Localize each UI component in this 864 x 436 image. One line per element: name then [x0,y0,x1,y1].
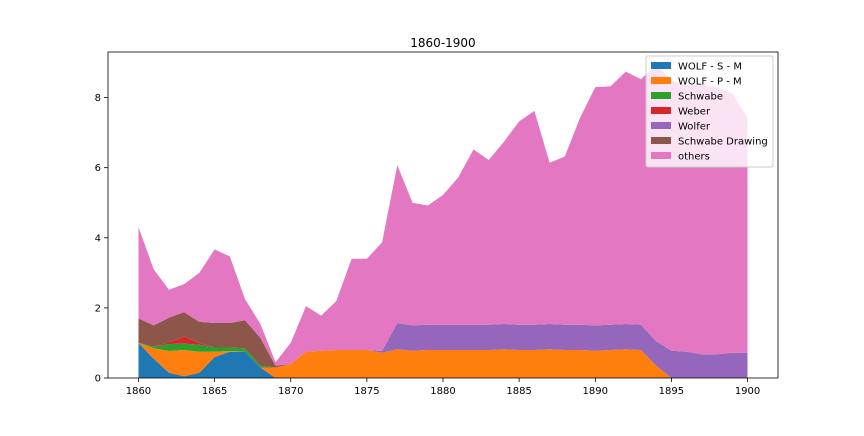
x-tick-label: 1885 [506,386,531,397]
axes-layer: 1860 1865 1870 1875 1880 1885 1890 1895 1900 0 2 4 6… [95,51,779,397]
area-series-4 [138,323,748,378]
y-tick-label: 8 [95,93,101,104]
legend: WOLF - S - M WOLF - P - M Schwabe Weber Wolf… [645,55,774,168]
x-tick-label: 1895 [659,386,684,397]
area-series-5 [138,312,748,368]
area-series-1 [138,342,748,378]
areas-layer [138,64,748,378]
x-tick-label: 1900 [735,386,760,397]
legend-swatch [651,77,671,84]
legend-swatch [651,62,671,69]
legend-swatch [651,137,671,144]
legend-box [645,55,774,168]
y-tick-label: 0 [95,374,101,385]
x-tick-label: 1890 [583,386,608,397]
x-tick-label: 1880 [430,386,455,397]
x-tick-label: 1865 [202,386,227,397]
legend-swatch [651,92,671,99]
y-tick-label: 2 [95,303,101,314]
y-tick-label: 4 [95,233,101,244]
legend-label: Schwabe Drawing [678,137,768,148]
x-tick-label: 1875 [354,386,379,397]
area-series-0 [138,342,748,378]
legend-swatch [651,152,671,159]
area-series-6 [138,64,748,366]
legend-label: Weber [678,107,711,118]
legend-label: Schwabe [678,92,723,103]
chart-title: 1860-1900 [410,36,475,50]
legend-label: WOLF - S - M [678,62,742,73]
legend-swatch [651,107,671,114]
y-tick-label: 6 [95,163,101,174]
area-series-2 [138,342,748,378]
legend-label: WOLF - P - M [678,77,742,88]
x-tick-label: 1870 [278,386,303,397]
legend-label: others [678,152,710,163]
legend-swatch [651,122,671,129]
legend-label: Wolfer [678,122,711,133]
x-tick-label: 1860 [126,386,151,397]
